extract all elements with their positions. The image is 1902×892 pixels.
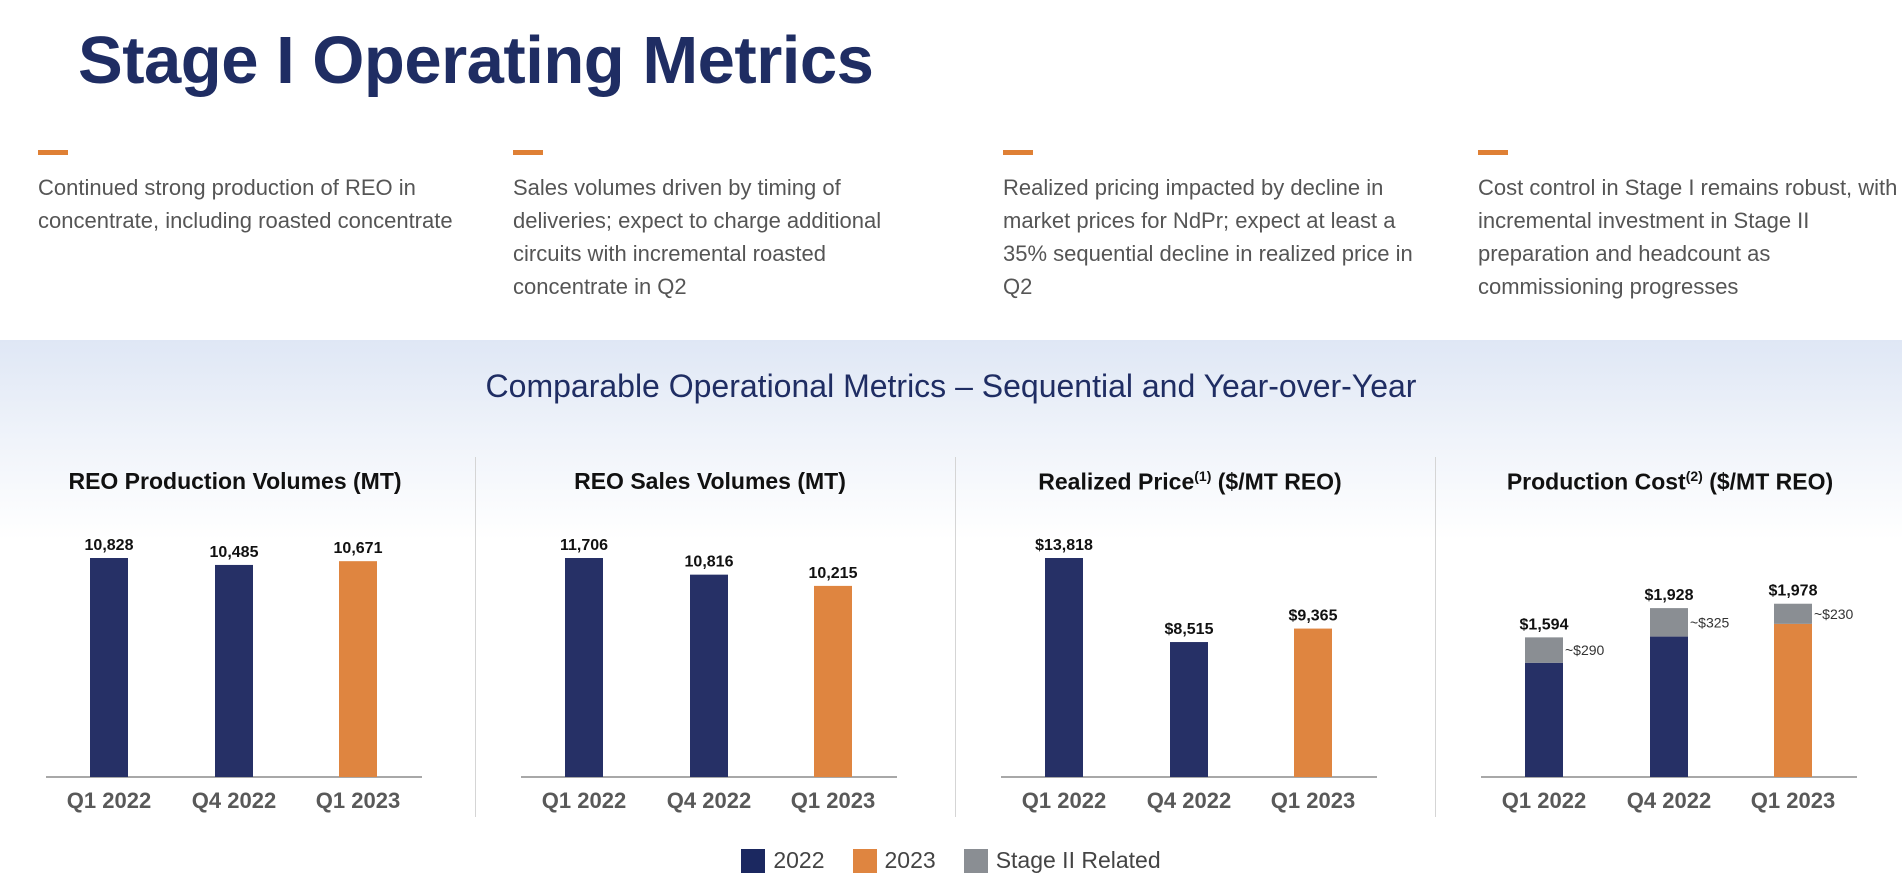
bar [215,564,253,777]
segment-label: ~$230 [1814,606,1854,622]
x-tick-label: Q4 2022 [667,788,751,813]
bar-base [1650,636,1688,777]
chart-plot: 11,706 Q1 2022 10,816 Q4 2022 10,215 Q1 2023 [521,537,897,813]
data-label: $13,818 [1035,537,1093,554]
bar [339,561,377,777]
data-label: $9,365 [1289,608,1338,625]
page-title: Stage I Operating Metrics [78,23,874,98]
panel-divider [475,457,476,817]
x-tick-label: Q4 2022 [1147,788,1231,813]
x-tick-label: Q4 2022 [192,788,276,813]
chart-plot: ~$290 $1,594 Q1 2022 ~$325 $1,928 Q4 2022 ~$23… [1481,583,1857,813]
x-tick-label: Q4 2022 [1627,788,1711,813]
legend-item-2022: 2022 [741,847,825,874]
legend-label: Stage II Related [995,847,1161,873]
legend-swatch [852,848,877,873]
segment-label: ~$290 [1565,642,1605,658]
chart-title: REO Production Volumes (MT) [68,468,402,494]
note-pricing: Realized pricing impacted by decline in … [1003,150,1423,303]
x-tick-label: Q1 2022 [67,788,151,813]
data-label: 10,828 [85,537,134,554]
bar-stage-ii-segment [1525,637,1563,663]
chart-sales-volumes: REO Sales Volumes (MT) 11,706 Q1 2022 10,8… [475,460,945,820]
data-label: 11,706 [560,537,608,554]
data-label: $1,928 [1645,587,1694,604]
chart-plot: 10,828 Q1 2022 10,485 Q4 2022 10,671 Q1 2023 [46,537,422,813]
note-text: Sales volumes driven by timing of delive… [513,175,882,299]
legend-swatch [741,848,766,873]
note-accent-bar [38,150,68,155]
x-tick-label: Q1 2022 [542,788,626,813]
bar [814,585,852,777]
segment-label: ~$325 [1690,614,1730,630]
x-tick-label: Q1 2022 [1502,788,1586,813]
bar-base [1525,662,1563,777]
note-accent-bar [1003,150,1033,155]
data-label: 10,485 [210,544,259,561]
data-label: $1,978 [1769,583,1818,600]
note-cost: Cost control in Stage I remains robust, … [1478,150,1898,303]
data-label: $8,515 [1165,621,1214,638]
x-tick-label: Q1 2023 [791,788,875,813]
bar-stage-ii-segment [1650,608,1688,637]
note-accent-bar [1478,150,1508,155]
chart-production-volumes: REO Production Volumes (MT) 10,828 Q1 202… [0,460,470,820]
legend-label: 2023 [884,847,936,873]
chart-production-cost: Production Cost(2) ($/MT REO) ~$290 $1,59… [1435,460,1902,820]
section-title: Comparable Operational Metrics – Sequent… [485,368,1417,404]
data-label: 10,671 [334,540,383,557]
data-label: 10,215 [809,565,858,582]
note-text: Realized pricing impacted by decline in … [1003,175,1413,299]
x-tick-label: Q1 2023 [316,788,400,813]
metrics-background [0,340,1902,892]
x-tick-label: Q1 2022 [1022,788,1106,813]
note-sales: Sales volumes driven by timing of delive… [513,150,933,303]
legend-swatch [963,848,988,873]
chart-title: Production Cost(2) ($/MT REO) [1506,468,1834,495]
bar [90,558,128,777]
panel-divider [955,457,956,817]
note-text: Continued strong production of REO in co… [38,175,453,233]
note-production: Continued strong production of REO in co… [38,150,458,237]
bar [565,558,603,777]
chart-title: Realized Price(1) ($/MT REO) [1038,468,1342,495]
bar [1045,558,1083,777]
chart-plot: $13,818 Q1 2022 $8,515 Q4 2022 $9,365 Q1 2023 [1001,537,1377,813]
data-label: $1,594 [1520,616,1569,633]
bar-stage-ii-segment [1774,603,1812,624]
bar [690,574,728,777]
bar-base [1774,623,1812,777]
panel-divider [1435,457,1436,817]
chart-title: REO Sales Volumes (MT) [574,468,846,494]
legend-label: 2022 [773,847,825,873]
chart-realized-price: Realized Price(1) ($/MT REO) $13,818 Q1 2… [955,460,1425,820]
data-label: 10,816 [685,554,734,571]
x-tick-label: Q1 2023 [1271,788,1355,813]
chart-legend: 2022 2023 Stage II Related [0,847,1902,874]
note-accent-bar [513,150,543,155]
bar [1294,628,1332,777]
note-text: Cost control in Stage I remains robust, … [1478,175,1898,299]
x-tick-label: Q1 2023 [1751,788,1835,813]
legend-item-2023: 2023 [852,847,936,874]
legend-item-stage-ii: Stage II Related [963,847,1161,874]
bar [1170,642,1208,777]
